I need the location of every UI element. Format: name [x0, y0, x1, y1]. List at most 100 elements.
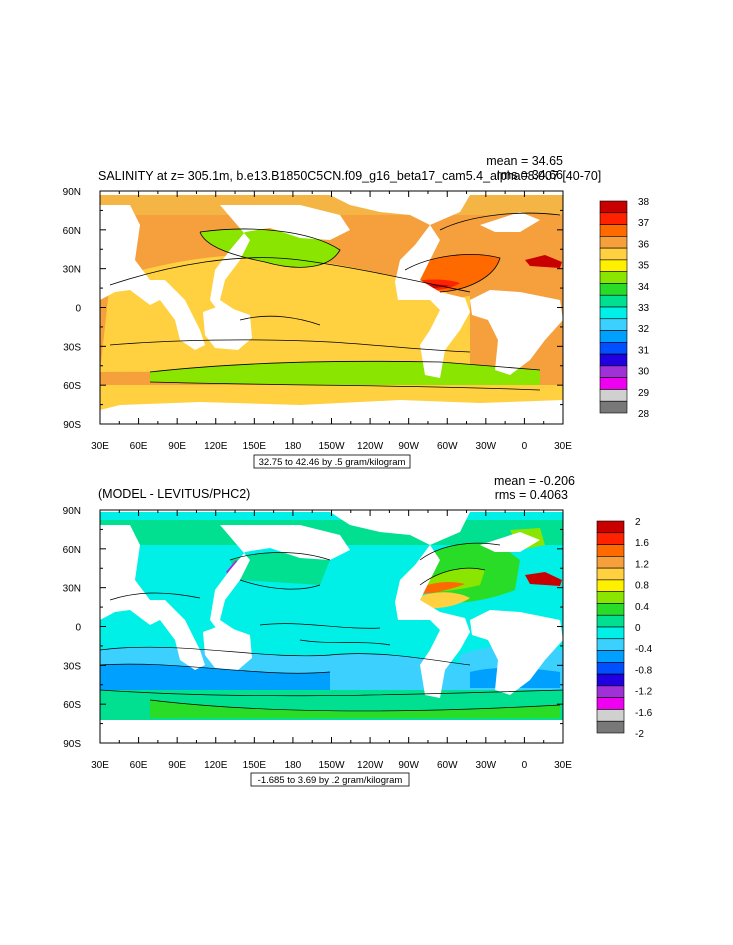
lat-label: 30N [63, 584, 81, 595]
colorbar-label: 35 [638, 261, 650, 272]
colorbar-label: 36 [638, 239, 650, 250]
colorbar-swatch [599, 247, 628, 261]
lon-label: 150E [243, 441, 267, 452]
colorbar-swatch [596, 685, 625, 698]
colorbar-swatch [599, 224, 628, 237]
lon-label: 60E [130, 760, 148, 771]
colorbar-swatch [599, 353, 628, 367]
lon-label: 30E [91, 441, 109, 452]
lat-label: 60S [63, 700, 81, 711]
lat-label: 90N [63, 506, 81, 517]
colorbar-label: 0.4 [635, 602, 649, 613]
lat-label: 30S [63, 661, 81, 672]
lon-label: 180 [285, 760, 302, 771]
lon-label: 120E [204, 760, 228, 771]
colorbar-label: -0.8 [635, 665, 653, 676]
colorbar-swatch [599, 330, 628, 343]
lon-label: 90W [398, 760, 419, 771]
bottom-axis-ticks [99, 509, 564, 744]
colorbar-label: -0.4 [635, 644, 653, 655]
colorbar-swatch [596, 591, 625, 604]
top-rms: rms = 34.66 [497, 168, 563, 182]
lon-label: 0 [522, 760, 528, 771]
bottom-title: (MODEL - LEVITUS/PHC2) [98, 487, 250, 501]
colorbar-label: 37 [638, 218, 650, 229]
colorbar-label: 31 [638, 345, 650, 356]
colorbar-swatch [596, 579, 625, 592]
lon-label: 120E [204, 441, 228, 452]
lon-label: 150W [318, 441, 345, 452]
colorbar-swatch [596, 626, 625, 640]
colorbar-swatch [596, 520, 625, 534]
lon-label: 150W [318, 760, 345, 771]
colorbar-label: -2 [635, 729, 644, 740]
lat-label: 90S [63, 739, 81, 750]
lon-label: 30W [476, 441, 497, 452]
colorbar-swatch [599, 259, 628, 272]
bottom-panel: (MODEL - LEVITUS/PHC2) mean = -0.206 rms… [63, 474, 653, 787]
lon-label: 30E [91, 760, 109, 771]
colorbar-swatch [596, 544, 625, 557]
colorbar-swatch [599, 389, 628, 402]
bottom-contour-info-box [250, 772, 410, 787]
colorbar-label: 34 [638, 282, 650, 293]
colorbar-label: 38 [638, 197, 650, 208]
top-colorbar: 38 37 36 35 34 33 32 31 30 29 28 [599, 197, 650, 420]
colorbar-swatch [599, 271, 628, 284]
colorbar-swatch [599, 294, 628, 308]
colorbar-swatch [599, 306, 628, 320]
lon-label: 90E [168, 760, 186, 771]
lat-label: 0 [75, 304, 81, 315]
top-salinity-field [100, 191, 563, 424]
colorbar-swatch [599, 283, 628, 296]
colorbar-swatch [596, 673, 625, 687]
colorbar-label: 29 [638, 388, 650, 399]
top-title: SALINITY at z= 305.1m, b.e13.B1850C5CN.f… [98, 169, 601, 183]
lon-label: 60E [130, 441, 148, 452]
top-contour-info-box [253, 454, 411, 469]
colorbar-label: 30 [638, 367, 650, 378]
lat-label: 90S [63, 420, 81, 431]
lon-label: 90W [398, 441, 419, 452]
bottom-contour-info: -1.685 to 3.69 by .2 gram/kilogram [258, 775, 403, 786]
colorbar-label: 0 [635, 623, 641, 634]
colorbar-swatch [596, 556, 625, 569]
colorbar-swatch [596, 603, 625, 616]
lon-label: 150E [243, 760, 267, 771]
top-axis-ticks [99, 190, 564, 425]
lon-label: 60W [437, 441, 458, 452]
bottom-rms: rms = 0.4063 [495, 488, 568, 502]
top-panel: SALINITY at z= 305.1m, b.e13.B1850C5CN.f… [63, 154, 650, 469]
colorbar-label: 28 [638, 409, 650, 420]
colorbar-label: 2 [635, 517, 641, 528]
lon-label: 0 [522, 441, 528, 452]
lat-label: 60N [63, 545, 81, 556]
lat-label: 60N [63, 226, 81, 237]
lat-label: 0 [75, 623, 81, 634]
colorbar-swatch [596, 662, 625, 675]
colorbar-swatch [596, 697, 625, 710]
colorbar-swatch [599, 365, 628, 378]
bottom-lat-labels: 90N 60N 30N 0 30S 60S 90S [63, 506, 82, 750]
colorbar-swatch [599, 318, 628, 331]
colorbar-label: 33 [638, 303, 650, 314]
lon-label: 30E [554, 760, 572, 771]
colorbar-swatch [596, 650, 625, 663]
lon-label: 90E [168, 441, 186, 452]
lat-label: 60S [63, 381, 81, 392]
lat-label: 90N [63, 187, 81, 198]
colorbar-swatch [596, 638, 625, 651]
top-lon-labels: 30E 60E 90E 120E 150E 180 150W 120W 90W 60W 30W 0 30… [91, 441, 572, 452]
colorbar-swatch [599, 212, 628, 225]
bottom-colorbar: 2 1.6 1.2 0.8 0.4 0 -0.4 -0.8 -1.2 -1.6 -2 [596, 517, 653, 740]
colorbar-label: -1.6 [635, 708, 653, 719]
colorbar-swatch [599, 236, 628, 249]
colorbar-swatch [596, 567, 625, 581]
bottom-lon-labels: 30E 60E 90E 120E 150E 180 150W 120W 90W 60W 30W 0 30… [91, 760, 572, 771]
colorbar-label: 1.2 [635, 559, 649, 570]
lon-label: 120W [357, 441, 384, 452]
colorbar-swatch [596, 720, 625, 734]
colorbar-swatch [596, 614, 625, 628]
lat-label: 30N [63, 265, 81, 276]
